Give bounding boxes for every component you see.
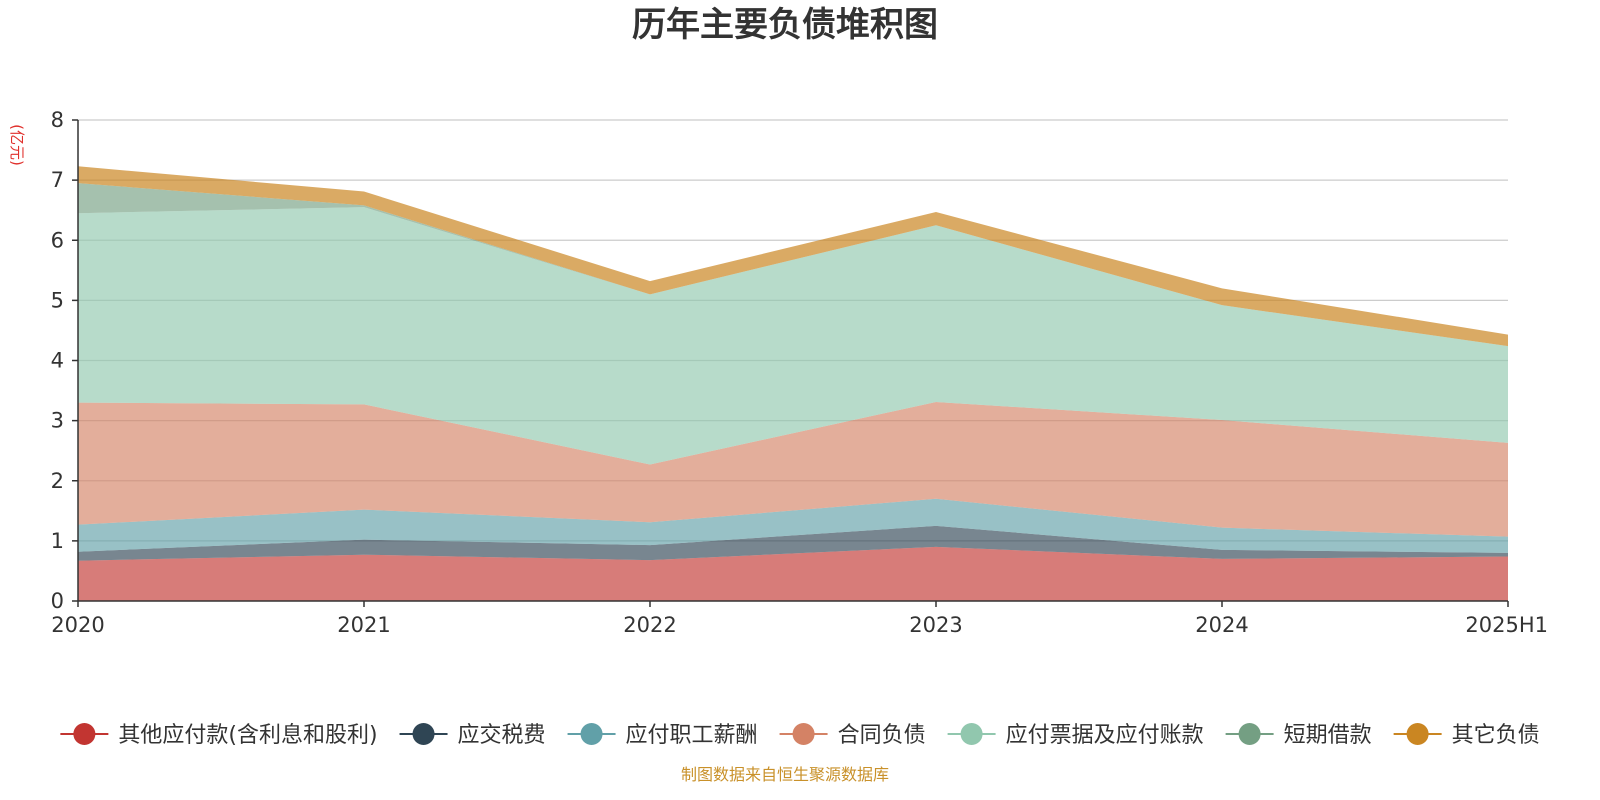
area-series-0 <box>78 546 1508 601</box>
legend-swatch-dot-3 <box>792 723 815 745</box>
y-tick-label-0: 0 <box>51 589 64 613</box>
x-tick-label-1: 2021 <box>337 613 390 637</box>
legend: 其他应付款(含利息和股利) 应交税费 应付职工薪酬 合同负债 应付票据及应付账款 短期借款… <box>60 723 1540 748</box>
legend-label-4: 应付票据及应付账款 <box>1006 723 1204 748</box>
source-note: 制图数据来自恒生聚源数据库 <box>681 765 889 784</box>
legend-swatch-dot-6 <box>1406 723 1429 745</box>
x-tick-labels: 2020 2021 2022 2023 2024 2025H1 <box>51 613 1548 637</box>
legend-label-0: 其他应付款(含利息和股利) <box>118 723 377 748</box>
area-series-1 <box>78 525 1508 561</box>
area-series-4 <box>78 207 1508 465</box>
chart-title: 历年主要负债堆积图 <box>632 5 938 45</box>
legend-items: 其他应付款(含利息和股利) 应交税费 应付职工薪酬 合同负债 应付票据及应付账款 短期借款… <box>60 723 1540 748</box>
legend-item-0[interactable]: 其他应付款(含利息和股利) <box>60 723 378 748</box>
y-tick-label-4: 4 <box>51 349 64 373</box>
y-unit-label: (亿元) <box>8 124 26 166</box>
y-tick-label-1: 1 <box>51 529 64 553</box>
y-tick-label-3: 3 <box>51 409 64 433</box>
area-series-2 <box>78 498 1508 553</box>
y-tick-label-2: 2 <box>51 469 64 493</box>
legend-item-3[interactable]: 合同负债 <box>779 723 926 748</box>
legend-swatch-dot-0 <box>73 723 96 745</box>
y-tick-labels: 0 1 2 3 4 5 6 7 8 <box>51 108 64 613</box>
area-series-5 <box>78 183 1508 347</box>
legend-item-6[interactable]: 其它负债 <box>1393 723 1540 748</box>
legend-item-4[interactable]: 应付票据及应付账款 <box>947 723 1204 748</box>
legend-label-3: 合同负债 <box>838 723 926 748</box>
legend-swatch-dot-5 <box>1238 723 1261 745</box>
y-tick-label-5: 5 <box>51 288 64 312</box>
y-tick-label-6: 6 <box>51 228 64 252</box>
legend-label-5: 短期借款 <box>1284 723 1372 748</box>
axes <box>72 119 1509 607</box>
legend-label-2: 应付职工薪酬 <box>626 723 758 748</box>
legend-item-2[interactable]: 应付职工薪酬 <box>567 723 758 748</box>
legend-swatch-dot-1 <box>412 723 435 745</box>
x-tick-label-3: 2023 <box>909 613 962 637</box>
y-tick-label-8: 8 <box>51 108 64 132</box>
legend-swatch-dot-4 <box>960 723 983 745</box>
legend-label-1: 应交税费 <box>458 723 546 748</box>
x-tick-label-0: 2020 <box>51 613 104 637</box>
x-tick-label-4: 2024 <box>1195 613 1248 637</box>
legend-label-6: 其它负债 <box>1452 723 1540 748</box>
legend-item-5[interactable]: 短期借款 <box>1225 723 1372 748</box>
legend-swatch-dot-2 <box>580 723 603 745</box>
y-tick-label-7: 7 <box>51 168 64 192</box>
x-tick-label-5: 2025H1 <box>1465 613 1548 637</box>
area-series <box>78 166 1508 601</box>
area-series-3 <box>78 401 1508 537</box>
legend-item-1[interactable]: 应交税费 <box>399 723 546 748</box>
x-tick-label-2: 2022 <box>623 613 676 637</box>
area-series-6 <box>78 166 1508 347</box>
